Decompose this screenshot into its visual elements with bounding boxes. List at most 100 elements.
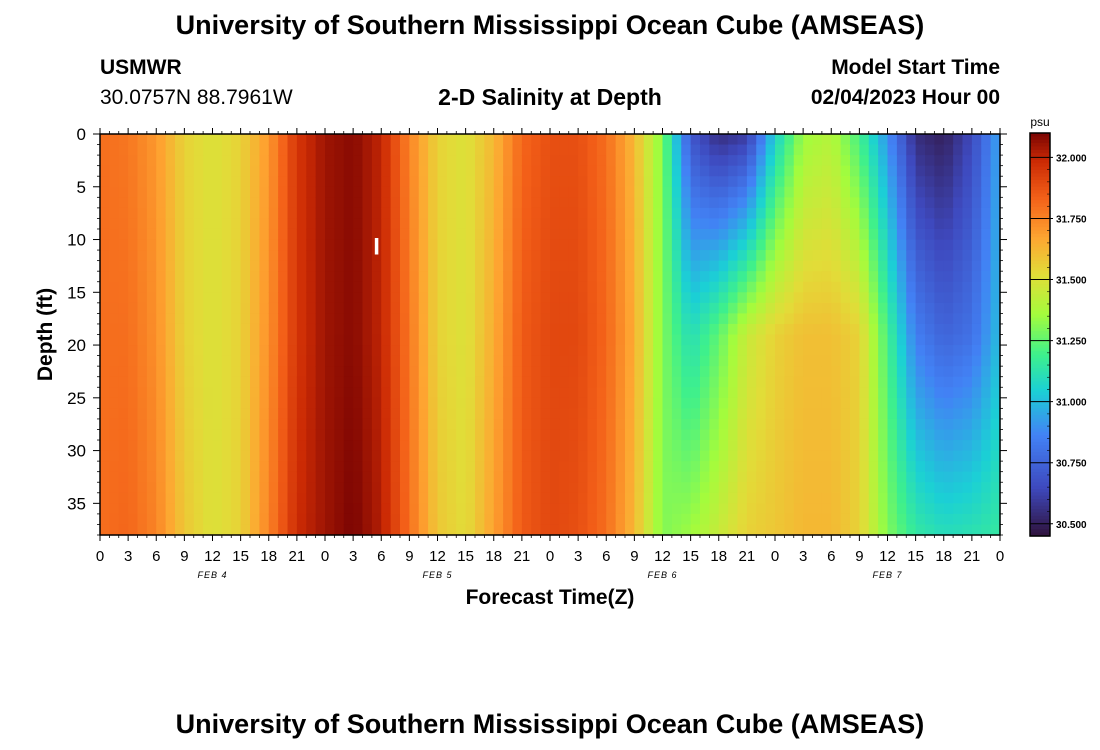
heatmap-cell — [362, 492, 373, 504]
heatmap-cell — [512, 271, 523, 283]
heatmap-cell — [315, 345, 326, 357]
heatmap-cell — [540, 461, 551, 473]
heatmap-cell — [578, 271, 589, 283]
heatmap-cell — [615, 461, 626, 473]
heatmap-cell — [428, 281, 439, 293]
heatmap-cell — [943, 313, 954, 325]
heatmap-cell — [831, 397, 842, 409]
heatmap-cell — [306, 218, 317, 230]
heatmap-cell — [146, 271, 157, 283]
heatmap-cell — [943, 440, 954, 452]
heatmap-cell — [456, 197, 467, 209]
heatmap-cell — [240, 408, 251, 420]
heatmap-cell — [334, 492, 345, 504]
heatmap-cell — [146, 440, 157, 452]
heatmap-cell — [681, 345, 692, 357]
heatmap-cell — [971, 271, 982, 283]
heatmap-cell — [943, 334, 954, 346]
heatmap-cell — [962, 482, 973, 494]
heatmap-cell — [812, 397, 823, 409]
heatmap-cell — [512, 345, 523, 357]
heatmap-cell — [100, 281, 110, 293]
heatmap-cell — [878, 345, 889, 357]
heatmap-cell — [793, 429, 804, 441]
heatmap-cell — [428, 313, 439, 325]
heatmap-cell — [878, 503, 889, 515]
x-tick-label: 9 — [180, 548, 188, 565]
heatmap-cell — [943, 271, 954, 283]
heatmap-cell — [540, 524, 551, 536]
colorbar-segment — [1030, 505, 1050, 510]
heatmap-cell — [709, 397, 720, 409]
heatmap-cell — [793, 176, 804, 188]
heatmap-cell — [268, 471, 279, 483]
heatmap-cell — [681, 482, 692, 494]
heatmap-cell — [240, 482, 251, 494]
heatmap-cell — [756, 334, 767, 346]
heatmap-cell — [400, 450, 410, 462]
heatmap-cell — [840, 418, 851, 431]
heatmap-cell — [306, 387, 317, 399]
heatmap-cell — [634, 397, 645, 409]
heatmap-cell — [165, 186, 176, 198]
heatmap-cell — [428, 250, 439, 262]
heatmap-cell — [353, 429, 364, 441]
heatmap-cell — [437, 418, 448, 431]
heatmap-cell — [212, 524, 223, 536]
heatmap-cell — [475, 250, 485, 262]
heatmap-cell — [671, 376, 682, 388]
heatmap-cell — [418, 524, 429, 536]
heatmap-cell — [296, 418, 307, 431]
heatmap-cell — [212, 429, 223, 441]
heatmap-cell — [775, 366, 785, 378]
heatmap-cell — [343, 155, 354, 167]
heatmap-cell — [868, 376, 879, 388]
heatmap-cell — [456, 292, 467, 304]
y-tick-label: 20 — [67, 336, 86, 355]
heatmap-cell — [493, 165, 504, 177]
heatmap-cell — [437, 334, 448, 346]
heatmap-cell — [156, 165, 167, 177]
heatmap-cell — [568, 218, 579, 230]
heatmap-cell — [306, 513, 317, 526]
heatmap-cell — [334, 471, 345, 483]
heatmap-cell — [315, 281, 326, 293]
heatmap-cell — [662, 250, 673, 262]
heatmap-cell — [137, 482, 148, 494]
heatmap-cell — [700, 461, 710, 473]
heatmap-cell — [906, 207, 917, 220]
heatmap-cell — [118, 503, 129, 515]
heatmap-cell — [681, 260, 692, 272]
heatmap-cell — [925, 513, 935, 526]
heatmap-cell — [840, 387, 851, 399]
heatmap-cell — [934, 313, 945, 325]
heatmap-cell — [943, 471, 954, 483]
colorbar-segment — [1030, 405, 1050, 409]
heatmap-cell — [446, 302, 457, 314]
heatmap-cell — [343, 292, 354, 304]
heatmap-cell — [521, 323, 532, 336]
heatmap-cell — [175, 186, 185, 198]
heatmap-cell — [165, 260, 176, 272]
heatmap-cell — [681, 366, 692, 378]
heatmap-cell — [831, 503, 842, 515]
heatmap-cell — [428, 345, 439, 357]
heatmap-cell — [540, 250, 551, 262]
heatmap-cell — [859, 471, 870, 483]
heatmap-cell — [728, 260, 739, 272]
heatmap-cell — [287, 239, 298, 251]
heatmap-cell — [428, 461, 439, 473]
heatmap-cell — [812, 429, 823, 441]
heatmap-cell — [268, 134, 279, 146]
heatmap-cell — [428, 323, 439, 336]
heatmap-cell — [165, 144, 176, 156]
heatmap-cell — [184, 492, 195, 504]
heatmap-cell — [981, 376, 992, 388]
heatmap-cell — [306, 186, 317, 198]
heatmap-cell — [128, 408, 139, 420]
heatmap-cell — [503, 387, 514, 399]
heatmap-cell — [953, 155, 964, 167]
heatmap-cell — [437, 228, 448, 241]
heatmap-cell — [362, 260, 373, 272]
heatmap-cell — [812, 186, 823, 198]
